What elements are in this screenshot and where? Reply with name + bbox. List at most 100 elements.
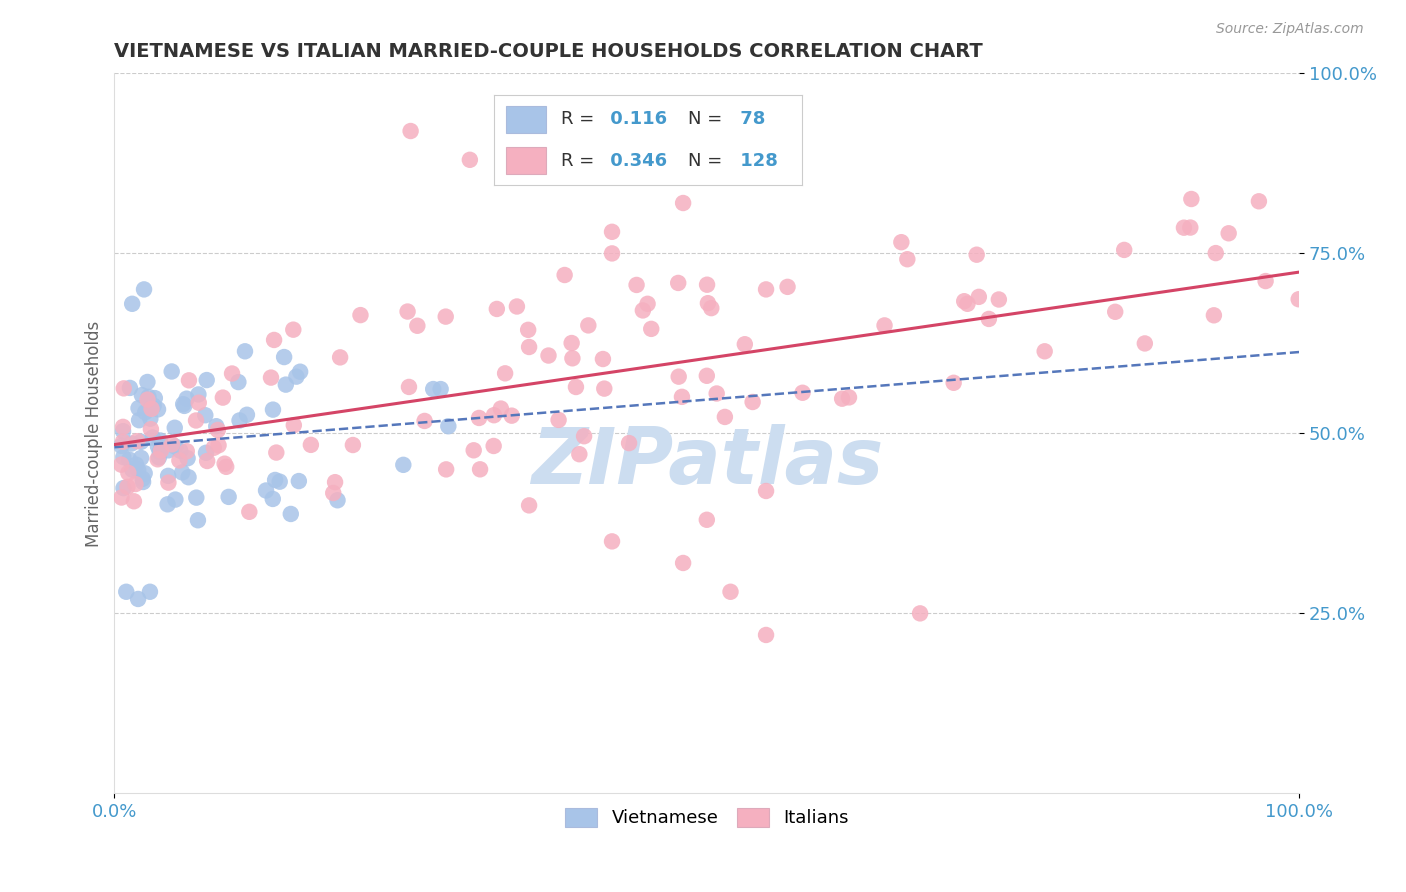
Point bbox=[176, 392, 198, 406]
Point bbox=[132, 475, 155, 489]
Point bbox=[169, 453, 191, 467]
Point bbox=[977, 312, 1000, 326]
Point bbox=[1180, 192, 1202, 206]
Point bbox=[129, 434, 152, 449]
Point bbox=[136, 392, 159, 407]
Point bbox=[149, 445, 172, 459]
Point bbox=[640, 322, 662, 336]
Point bbox=[1104, 305, 1126, 319]
Point bbox=[463, 443, 485, 458]
Point bbox=[228, 413, 250, 427]
Point bbox=[283, 323, 305, 337]
Point bbox=[1173, 220, 1195, 235]
Point bbox=[734, 337, 756, 351]
Point bbox=[468, 462, 491, 476]
Point bbox=[139, 584, 162, 599]
Point bbox=[637, 297, 659, 311]
Point bbox=[195, 446, 218, 460]
Point bbox=[150, 443, 173, 458]
Point bbox=[326, 493, 349, 508]
Point bbox=[908, 607, 931, 621]
Point bbox=[831, 392, 853, 406]
Point bbox=[953, 294, 976, 309]
Point bbox=[890, 235, 912, 250]
Point bbox=[706, 386, 728, 401]
Point bbox=[202, 441, 225, 455]
Point bbox=[186, 491, 208, 505]
Point bbox=[165, 492, 187, 507]
Point bbox=[429, 382, 451, 396]
Point bbox=[238, 505, 260, 519]
Point bbox=[956, 297, 979, 311]
Point bbox=[125, 458, 148, 472]
Point bbox=[696, 368, 718, 383]
Point bbox=[406, 318, 429, 333]
Point bbox=[269, 475, 291, 489]
Point bbox=[112, 481, 135, 495]
Point bbox=[221, 367, 243, 381]
Point bbox=[668, 369, 690, 384]
Point bbox=[288, 474, 311, 488]
Text: VIETNAMESE VS ITALIAN MARRIED-COUPLE HOUSEHOLDS CORRELATION CHART: VIETNAMESE VS ITALIAN MARRIED-COUPLE HOU… bbox=[114, 42, 983, 61]
Point bbox=[262, 402, 284, 417]
Point bbox=[211, 391, 233, 405]
Point bbox=[110, 491, 132, 505]
Point bbox=[434, 310, 457, 324]
Point bbox=[149, 434, 172, 448]
Point bbox=[143, 391, 166, 405]
Point bbox=[112, 420, 135, 434]
Point bbox=[966, 248, 988, 262]
Point bbox=[165, 440, 187, 454]
Point bbox=[172, 397, 194, 411]
Point bbox=[696, 513, 718, 527]
Point bbox=[124, 477, 146, 491]
Point bbox=[283, 418, 305, 433]
Point bbox=[568, 447, 591, 461]
Point bbox=[112, 424, 135, 438]
Point bbox=[342, 438, 364, 452]
Point bbox=[128, 413, 150, 427]
Point bbox=[118, 452, 141, 467]
Point bbox=[280, 507, 302, 521]
Point bbox=[172, 466, 194, 480]
Point bbox=[236, 408, 259, 422]
Point bbox=[700, 301, 723, 315]
Point bbox=[115, 584, 138, 599]
Point bbox=[468, 411, 491, 425]
Point bbox=[163, 421, 186, 435]
Point bbox=[136, 375, 159, 389]
Point bbox=[671, 390, 693, 404]
Point bbox=[146, 452, 169, 467]
Point bbox=[873, 318, 896, 333]
Point bbox=[274, 377, 297, 392]
Point bbox=[233, 344, 256, 359]
Point bbox=[631, 303, 654, 318]
Point bbox=[1133, 336, 1156, 351]
Point bbox=[537, 349, 560, 363]
Point bbox=[517, 499, 540, 513]
Point bbox=[517, 323, 540, 337]
Point bbox=[112, 450, 135, 464]
Point bbox=[434, 462, 457, 476]
Point bbox=[696, 296, 718, 310]
Point bbox=[131, 472, 153, 486]
Point bbox=[672, 196, 695, 211]
Point bbox=[142, 399, 165, 413]
Point bbox=[329, 351, 352, 365]
Point bbox=[228, 375, 250, 389]
Point bbox=[127, 463, 149, 477]
Point bbox=[349, 308, 371, 322]
Point bbox=[121, 436, 143, 450]
Point bbox=[195, 373, 218, 387]
Point bbox=[506, 300, 529, 314]
Point bbox=[112, 381, 135, 395]
Point bbox=[127, 434, 149, 449]
Text: Source: ZipAtlas.com: Source: ZipAtlas.com bbox=[1216, 22, 1364, 37]
Point bbox=[593, 382, 616, 396]
Point bbox=[169, 443, 191, 458]
Point bbox=[156, 497, 179, 511]
Point bbox=[501, 409, 523, 423]
Point bbox=[110, 458, 132, 472]
Point bbox=[755, 628, 778, 642]
Point bbox=[285, 369, 308, 384]
